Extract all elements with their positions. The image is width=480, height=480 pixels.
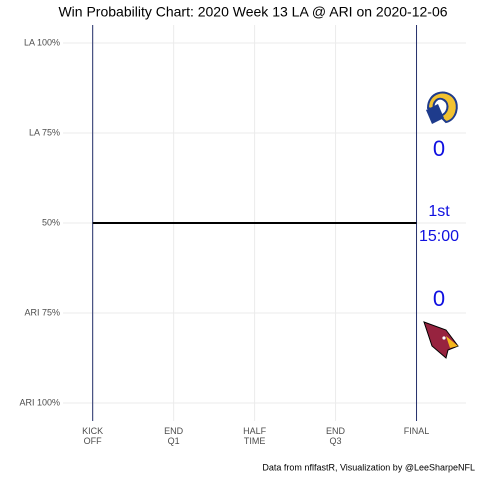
x-tick-label: KICK OFF — [82, 426, 104, 446]
x-tick-label: FINAL — [403, 426, 430, 436]
annotation: 0 — [433, 136, 445, 161]
y-tick-label: ARI 100% — [19, 397, 60, 407]
chart-title: Win Probability Chart: 2020 Week 13 LA @… — [58, 4, 447, 20]
annotation: 1st — [428, 203, 450, 220]
y-tick-label: LA 75% — [29, 127, 60, 137]
annotation: 15:00 — [419, 228, 459, 245]
x-tick-label: END Q1 — [164, 426, 184, 446]
ari-logo — [423, 321, 459, 359]
x-tick-label: END Q3 — [326, 426, 346, 446]
la-logo — [426, 91, 458, 124]
annotation: 0 — [433, 286, 445, 311]
caption: Data from nflfastR, Visualization by @Le… — [262, 462, 475, 472]
y-tick-label: 50% — [42, 217, 60, 227]
y-tick-label: LA 100% — [24, 37, 60, 47]
x-tick-label: HALF TIME — [243, 426, 267, 446]
y-tick-label: ARI 75% — [24, 307, 60, 317]
